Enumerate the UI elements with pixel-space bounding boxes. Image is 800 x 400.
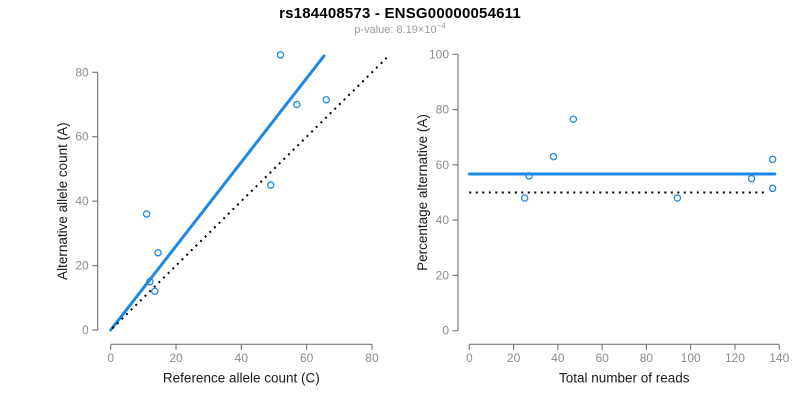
x-axis-tick-label: 40	[551, 351, 565, 365]
data-point	[768, 184, 777, 193]
pvalue-mantissa: 8.19×10	[396, 24, 437, 36]
regression-line	[109, 54, 326, 332]
x-axis-tick-label: 0	[466, 351, 473, 365]
identity-line	[111, 57, 388, 330]
y-axis-title: Alternative allele count (A)	[55, 122, 70, 280]
y-axis-tick-label: 100	[429, 47, 449, 61]
x-axis-tick-label: 80	[365, 351, 379, 365]
data-point	[151, 287, 159, 296]
x-axis-tick-label: 60	[300, 351, 314, 365]
pvalue-exponent: −4	[436, 21, 446, 31]
data-point	[154, 248, 162, 257]
plot-subtitle: p-value: 8.19×10−4	[0, 21, 800, 36]
x-axis-title: Total number of reads	[559, 371, 690, 386]
data-point	[322, 95, 331, 104]
data-point	[266, 181, 275, 189]
y-axis-title: Percentage alternative (A)	[415, 114, 430, 271]
x-axis-tick-label: 60	[595, 351, 609, 365]
data-point	[146, 277, 154, 286]
x-axis-tick-label: 20	[507, 351, 521, 365]
pvalue-prefix: p-value:	[354, 24, 397, 36]
x-axis-tick-label: 140	[769, 351, 789, 365]
y-axis-tick-label: 60	[436, 158, 450, 172]
y-axis-tick-label: 80	[75, 65, 89, 79]
data-point	[673, 194, 682, 202]
x-axis-tick-label: 40	[235, 351, 249, 365]
data-point	[525, 172, 533, 180]
y-axis-tick-label: 20	[436, 268, 450, 282]
y-axis-tick-label: 0	[82, 323, 89, 337]
y-axis-tick-label: 0	[442, 324, 449, 338]
data-point	[768, 155, 777, 164]
data-point	[747, 174, 756, 183]
y-axis-tick-label: 60	[75, 130, 89, 144]
x-axis-title: Reference allele count (C)	[163, 371, 320, 386]
data-point	[142, 210, 151, 218]
data-point	[549, 152, 558, 161]
x-axis-tick-label: 0	[107, 351, 114, 365]
left-plot: 0 20 40 60 80 0 20 40 60 80 Reference allele count…	[55, 51, 388, 386]
right-plot: 0 20 40 60 80 100 120 140 0 20 40 60 80 100 Total numb…	[415, 47, 790, 385]
page-title: rs184408573 - ENSG00000054611	[279, 5, 521, 22]
x-axis-tick-label: 80	[640, 351, 654, 365]
y-axis-tick-label: 40	[75, 194, 89, 208]
data-point	[520, 194, 529, 202]
y-axis-tick-label: 20	[75, 259, 89, 273]
data-point	[276, 51, 285, 59]
data-point	[293, 100, 301, 109]
x-axis-tick-label: 20	[169, 351, 183, 365]
data-point	[569, 115, 578, 124]
y-axis-tick-label: 40	[436, 213, 450, 227]
x-axis-tick-label: 120	[725, 351, 745, 365]
y-axis-tick-label: 80	[436, 103, 450, 117]
x-axis-tick-label: 100	[681, 351, 701, 365]
